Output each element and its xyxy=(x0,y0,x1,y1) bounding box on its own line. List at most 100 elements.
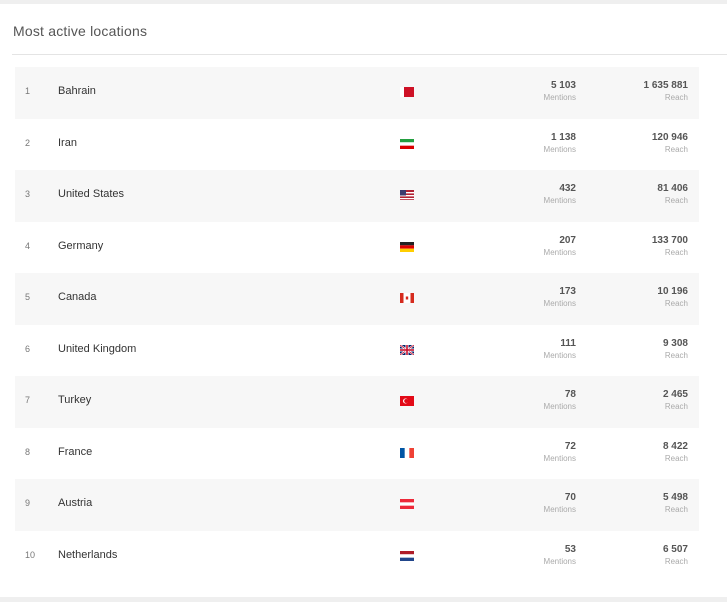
rank: 1 xyxy=(25,86,31,96)
mentions-label: Mentions xyxy=(543,247,576,257)
country-name: Iran xyxy=(58,136,77,149)
flag-germany-icon xyxy=(400,241,414,252)
reach-label: Reach xyxy=(664,93,688,102)
mentions-value: 78 xyxy=(564,389,576,400)
mentions-value: 5 103 xyxy=(550,80,576,91)
country-name: Germany xyxy=(58,239,104,252)
reach-value: 81 406 xyxy=(657,183,688,194)
country-name: Austria xyxy=(58,497,93,509)
mentions-value: 173 xyxy=(559,286,576,297)
country-name: Netherlands xyxy=(58,548,118,561)
reach-value: 6 507 xyxy=(662,543,688,555)
location-row[interactable]: 9 Austria 70 Mentions 5 498 Reach xyxy=(15,479,699,531)
rank: 5 xyxy=(25,292,31,302)
mentions-metric: 72 Mentions xyxy=(544,441,576,463)
mentions-label: Mentions xyxy=(543,93,576,102)
country-name: Bahrain xyxy=(58,85,96,97)
card-title: Most active locations xyxy=(13,23,148,39)
mentions-metric: 432 Mentions xyxy=(544,183,576,205)
location-row[interactable]: 5 Canada 173 Mentions 10 196 Reach xyxy=(15,273,699,325)
mentions-label: Mentions xyxy=(543,505,576,514)
reach-metric: 10 196 Reach xyxy=(657,286,688,308)
reach-value: 5 498 xyxy=(662,492,688,503)
country-name: France xyxy=(58,445,93,458)
flag-united-states-icon xyxy=(400,190,414,200)
country-name: United States xyxy=(58,188,125,200)
reach-metric: 81 406 Reach xyxy=(657,183,688,205)
mentions-value: 53 xyxy=(564,543,576,555)
rank: 8 xyxy=(25,446,31,457)
mentions-value: 1 138 xyxy=(550,131,576,143)
reach-label: Reach xyxy=(664,402,688,411)
location-row[interactable]: 8 France 72 Mentions 8 422 Reach xyxy=(15,428,699,480)
mentions-value: 70 xyxy=(564,492,576,503)
country-name: Canada xyxy=(58,291,97,303)
location-row[interactable]: 4 Germany 207 Mentions 133 700 Reach xyxy=(15,222,699,274)
mentions-metric: 173 Mentions xyxy=(544,286,576,308)
reach-metric: 2 465 Reach xyxy=(663,389,688,411)
rank: 4 xyxy=(25,240,31,251)
reach-label: Reach xyxy=(664,247,688,257)
flag-netherlands-icon xyxy=(400,550,414,561)
reach-metric: 9 308 Reach xyxy=(663,338,688,360)
reach-metric: 8 422 Reach xyxy=(663,441,688,463)
reach-value: 2 465 xyxy=(662,389,688,400)
mentions-label: Mentions xyxy=(543,144,576,154)
rank: 6 xyxy=(25,343,31,354)
mentions-metric: 78 Mentions xyxy=(544,389,576,411)
reach-metric: 5 498 Reach xyxy=(663,492,688,514)
rank: 7 xyxy=(25,395,31,405)
flag-austria-icon xyxy=(400,499,414,509)
mentions-value: 111 xyxy=(560,337,576,349)
mentions-label: Mentions xyxy=(543,299,576,308)
flag-turkey-icon xyxy=(400,396,414,406)
mentions-metric: 53 Mentions xyxy=(544,544,576,566)
reach-label: Reach xyxy=(664,556,688,566)
mentions-metric: 70 Mentions xyxy=(544,492,576,514)
mentions-metric: 5 103 Mentions xyxy=(544,80,576,102)
locations-list: 1 Bahrain 5 103 Mentions 1 635 881 Reach 2 Iran… xyxy=(15,67,699,582)
reach-label: Reach xyxy=(664,350,688,360)
reach-value: 8 422 xyxy=(662,440,688,452)
mentions-value: 432 xyxy=(559,183,576,194)
reach-metric: 1 635 881 Reach xyxy=(644,80,689,102)
mentions-metric: 1 138 Mentions xyxy=(544,132,576,154)
mentions-label: Mentions xyxy=(543,350,576,360)
mentions-value: 207 xyxy=(559,234,576,246)
reach-value: 10 196 xyxy=(657,286,688,297)
reach-value: 9 308 xyxy=(662,337,688,349)
flag-united-kingdom-icon xyxy=(400,344,414,355)
location-row[interactable]: 3 United States 432 Mentions 81 406 Reach xyxy=(15,170,699,222)
flag-canada-icon xyxy=(400,293,414,303)
reach-value: 1 635 881 xyxy=(643,80,689,91)
reach-value: 133 700 xyxy=(651,234,688,246)
location-row[interactable]: 7 Turkey 78 Mentions 2 465 Reach xyxy=(15,376,699,428)
flag-bahrain-icon xyxy=(400,87,414,97)
reach-metric: 6 507 Reach xyxy=(663,544,688,566)
reach-label: Reach xyxy=(664,505,688,514)
reach-value: 120 946 xyxy=(651,131,688,143)
mentions-label: Mentions xyxy=(543,402,576,411)
country-name: United Kingdom xyxy=(58,342,137,355)
reach-metric: 133 700 Reach xyxy=(652,235,688,257)
country-name: Turkey xyxy=(58,394,92,406)
mentions-value: 72 xyxy=(564,440,576,452)
flag-france-icon xyxy=(400,447,414,458)
reach-label: Reach xyxy=(664,144,688,154)
location-row[interactable]: 10 Netherlands 53 Mentions 6 507 Reach xyxy=(15,531,699,583)
location-row[interactable]: 1 Bahrain 5 103 Mentions 1 635 881 Reach xyxy=(15,67,699,119)
most-active-locations-card: Most active locations 1 Bahrain 5 103 Menti… xyxy=(0,4,727,597)
mentions-metric: 207 Mentions xyxy=(544,235,576,257)
rank: 10 xyxy=(25,549,36,560)
rank: 9 xyxy=(25,498,31,508)
reach-metric: 120 946 Reach xyxy=(652,132,688,154)
rank: 3 xyxy=(25,189,31,199)
rank: 2 xyxy=(25,137,31,148)
reach-label: Reach xyxy=(664,196,688,205)
location-row[interactable]: 6 United Kingdom 111 Mentions 9 308 Reach xyxy=(15,325,699,377)
divider xyxy=(12,54,727,55)
location-row[interactable]: 2 Iran 1 138 Mentions 120 946 Reach xyxy=(15,119,699,171)
reach-label: Reach xyxy=(664,453,688,463)
mentions-label: Mentions xyxy=(543,556,576,566)
mentions-metric: 111 Mentions xyxy=(544,338,576,360)
